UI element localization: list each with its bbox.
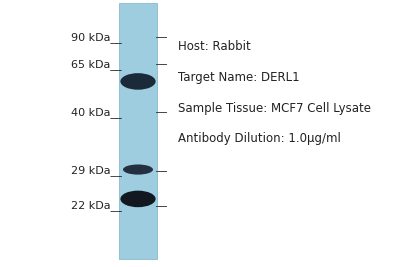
Text: 90 kDa__: 90 kDa__ xyxy=(71,32,122,43)
Text: Target Name: DERL1: Target Name: DERL1 xyxy=(178,71,300,84)
Text: 29 kDa__: 29 kDa__ xyxy=(71,166,122,176)
Ellipse shape xyxy=(120,191,156,207)
Text: 65 kDa__: 65 kDa__ xyxy=(71,59,122,69)
Text: 40 kDa__: 40 kDa__ xyxy=(71,107,122,117)
Text: 22 kDa__: 22 kDa__ xyxy=(71,200,122,211)
Ellipse shape xyxy=(120,73,156,90)
Text: Sample Tissue: MCF7 Cell Lysate: Sample Tissue: MCF7 Cell Lysate xyxy=(178,102,371,115)
Text: Host: Rabbit: Host: Rabbit xyxy=(178,40,251,53)
Ellipse shape xyxy=(123,164,153,175)
FancyBboxPatch shape xyxy=(119,3,157,259)
Text: Antibody Dilution: 1.0μg/ml: Antibody Dilution: 1.0μg/ml xyxy=(178,132,341,145)
